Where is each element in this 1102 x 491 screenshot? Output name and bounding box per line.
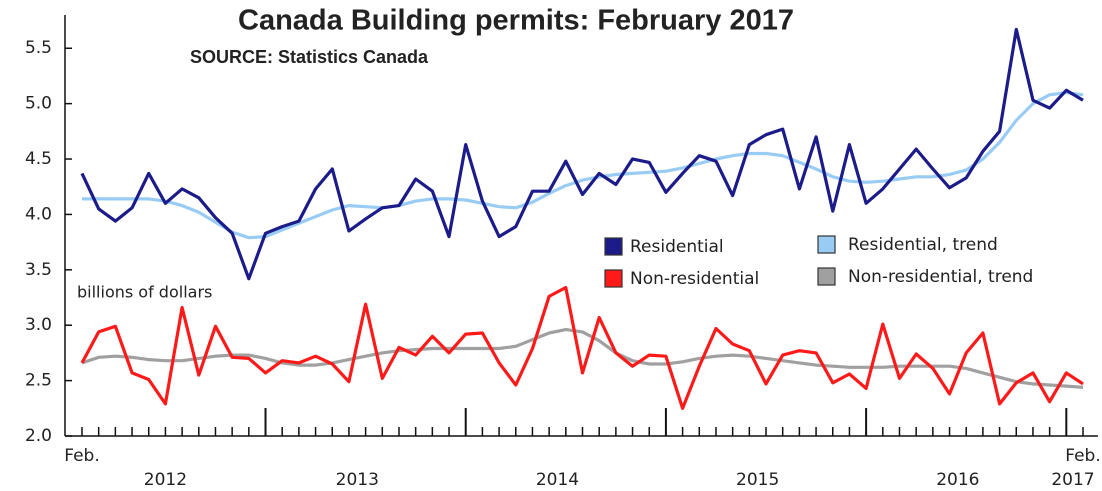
chart-subtitle: SOURCE: Statistics Canada [190, 47, 429, 67]
x-year-label: 2017 [1051, 470, 1094, 490]
series-line [82, 91, 1084, 240]
y-tick-label: 2.5 [25, 371, 52, 391]
legend-label: Non-residential, trend [848, 267, 1033, 287]
x-year-label: 2012 [144, 470, 187, 490]
y-tick-label: 5.0 [25, 94, 52, 114]
y-tick-label: 3.5 [25, 260, 52, 280]
x-tick-label: Feb. [1065, 446, 1101, 466]
series-line [80, 27, 1084, 281]
y-tick-label: 5.5 [25, 38, 52, 58]
chart-title: Canada Building permits: February 2017 [238, 5, 794, 37]
y-tick-label: 3.0 [25, 315, 52, 335]
legend-swatch [817, 267, 836, 286]
annotation: billions of dollars [77, 283, 212, 302]
legend-swatch [604, 269, 623, 288]
legend-swatch [817, 235, 836, 254]
legend-label: Non-residential [630, 269, 759, 289]
y-tick-label: 2.0 [25, 426, 52, 446]
y-tick-label: 4.5 [25, 149, 52, 169]
series-line [80, 285, 1084, 410]
x-year-label: 2013 [336, 470, 379, 490]
legend-label: Residential [630, 237, 724, 257]
series-line [81, 328, 1084, 389]
x-tick-label: Feb. [64, 446, 100, 466]
legend-label: Residential, trend [848, 235, 998, 255]
x-year-label: 2015 [736, 470, 779, 490]
x-year-label: 2014 [536, 470, 579, 490]
x-year-label: 2016 [936, 470, 979, 490]
legend-swatch [604, 237, 623, 256]
y-tick-label: 4.0 [25, 204, 52, 224]
